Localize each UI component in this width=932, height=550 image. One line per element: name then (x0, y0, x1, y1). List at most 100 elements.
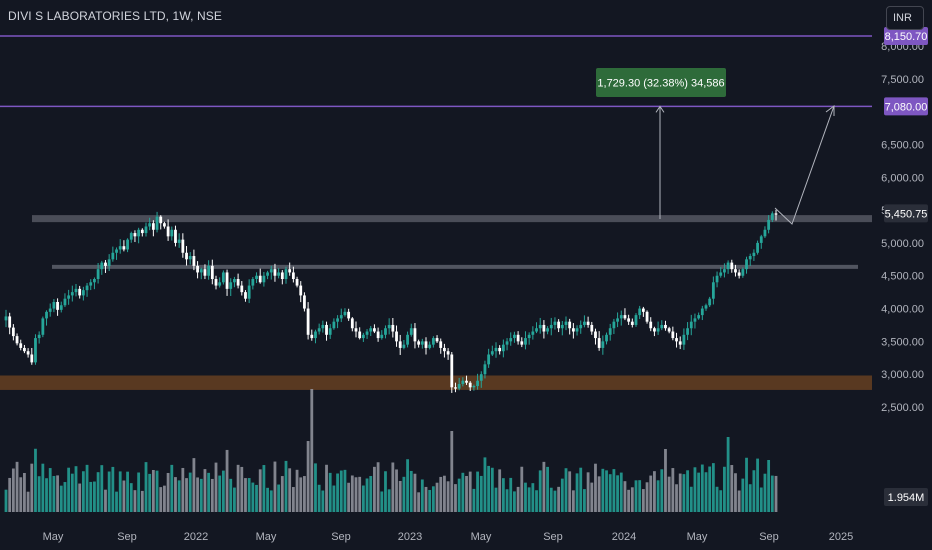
candle-body (571, 328, 575, 332)
volume-bar (490, 467, 494, 512)
candle-body (457, 384, 461, 389)
candle-body (225, 272, 229, 289)
measure-label-box[interactable] (596, 68, 726, 97)
candle-body (446, 351, 450, 355)
candle-body (649, 321, 653, 329)
candle-body (81, 290, 85, 296)
candle-body (251, 279, 255, 286)
candle-body (384, 328, 387, 335)
volume-bar (251, 482, 255, 512)
price-axis-background (872, 0, 932, 550)
volume-bar (428, 489, 432, 512)
volume-bar (214, 462, 218, 512)
volume-bar (328, 472, 332, 512)
volume-bar (8, 477, 12, 512)
price-axis[interactable]: 2,500.00 3,000.00 3,500.00 4,000.00 4,500.00… (872, 0, 932, 550)
volume-bar (229, 478, 233, 512)
candle-body (151, 223, 155, 230)
volume-bar (483, 457, 487, 512)
candle-body (542, 324, 546, 332)
volume-bar (723, 466, 726, 512)
candle-body (579, 324, 583, 329)
volume-bar (185, 478, 188, 512)
candle-body (115, 249, 118, 253)
volume-bar (737, 490, 741, 512)
volume-bar (262, 465, 266, 512)
volume-bar (258, 469, 262, 512)
projection-path[interactable] (774, 105, 835, 225)
price-tick-label: 3,000.00 (881, 369, 924, 381)
candle-body (203, 269, 207, 276)
candle-body (269, 269, 273, 273)
volume-bar (700, 464, 704, 512)
price-axis-labels: 8,150.70 7,080.00 5,450.75 1.954M (884, 27, 928, 506)
time-tick-label: May (256, 531, 277, 543)
volume-bar (664, 449, 667, 512)
volume-bar (653, 471, 656, 512)
volume-bar (634, 480, 638, 512)
candle-body (229, 282, 233, 289)
candle-body (575, 328, 579, 332)
volume-bar (571, 490, 575, 512)
volume-bar (450, 431, 454, 512)
candle-body (34, 338, 37, 363)
candle-body (306, 308, 310, 335)
volume-bar (413, 473, 417, 512)
candle-body (689, 321, 693, 329)
target-price-label-bg (884, 97, 928, 116)
candle-body (723, 269, 726, 273)
candle-body (553, 321, 557, 325)
projection-arrow[interactable] (774, 105, 835, 225)
time-axis[interactable]: May Sep 2022 May Sep 2023 May Sep 2024 May Sep 2025 (0, 520, 932, 550)
candle-body (247, 285, 251, 299)
volume-bar (542, 461, 546, 512)
candle-body (11, 327, 15, 337)
symbol-title: DIVI S LABORATORIES LTD, 1W, NSE (8, 9, 222, 23)
candle-body (328, 328, 332, 335)
volume-bar (299, 477, 303, 512)
volume-bar (26, 491, 30, 512)
volume-bar (78, 483, 82, 512)
projection-arrowhead (825, 105, 835, 116)
candle-body (181, 239, 185, 253)
candle-body (295, 279, 299, 286)
time-axis-background (0, 520, 932, 550)
volume-bar (314, 463, 317, 512)
volume-bar (579, 467, 583, 512)
volume-bar (487, 465, 491, 512)
horizontal-lines[interactable] (0, 35, 876, 108)
volume-bar (564, 468, 568, 512)
volume-bar (590, 482, 594, 512)
candle-body (214, 279, 218, 286)
volume-bar (468, 471, 472, 512)
candle-body (70, 292, 74, 296)
candle-body (336, 318, 339, 322)
volume-bar (638, 480, 642, 512)
measure-tool[interactable]: 1,729.30 (32.38%) 34,586 (596, 68, 726, 219)
volume-bar (671, 468, 675, 512)
currency-button[interactable]: INR (886, 6, 924, 30)
candle-body (244, 292, 247, 299)
candle-body (199, 269, 203, 273)
measure-arrowhead (655, 105, 665, 113)
volume-bar (770, 475, 774, 512)
candle-body (59, 305, 63, 310)
volume-bar (369, 476, 373, 512)
volume-bar (774, 475, 778, 512)
volume-bar (527, 487, 531, 512)
volume-bar (645, 482, 649, 512)
candle-body (450, 354, 454, 388)
candle-body (627, 318, 631, 322)
candle-body (406, 334, 409, 345)
candle-body (527, 334, 531, 339)
volume-bar (207, 472, 211, 512)
candle-body (560, 324, 564, 329)
candle-body (15, 336, 19, 344)
time-tick-label: 2023 (398, 531, 422, 543)
volume-bar (535, 490, 538, 512)
volume-bar (682, 474, 686, 512)
price-tick-label: 6,500.00 (881, 139, 924, 151)
candle-body (85, 285, 89, 291)
candle-body (461, 380, 465, 385)
